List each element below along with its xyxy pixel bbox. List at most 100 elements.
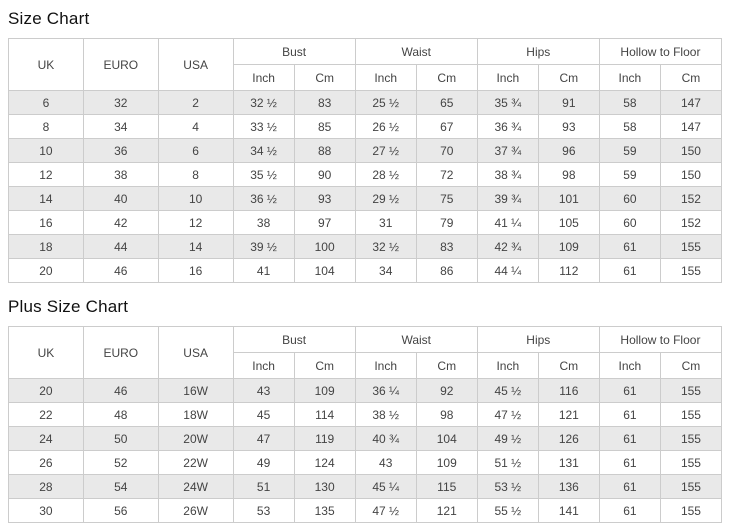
size-cell: 141 [537,498,600,523]
size-cell: 53 [232,498,295,523]
size-cell: 67 [415,114,478,139]
unit-header: Cm [415,64,478,91]
header-row-units: Inch Cm Inch Cm Inch Cm Inch Cm [9,352,723,379]
group-header: Bust [232,38,356,65]
size-cell: 121 [537,402,600,427]
size-cell: 24 [8,426,84,451]
table-body: 6 32 2 32 ½ 83 25 ½ 65 35 ¾ 91 58 147 8 34 4 33 ½ 85 26 … [8,90,723,283]
table-row: 12 38 8 35 ½ 90 28 ½ 72 38 ¾ 98 59 150 [8,162,723,187]
size-cell: 10 [157,186,234,211]
size-cell: 34 [354,258,417,283]
group-header: Hollow to Floor [598,38,723,65]
size-cell: 6 [8,90,84,115]
size-cell: 52 [82,450,159,475]
size-cell: 105 [537,210,600,235]
size-cell: 24W [157,474,234,499]
size-cell: 98 [537,162,600,187]
table-row: 16 42 12 38 97 31 79 41 ¼ 105 60 152 [8,210,723,235]
size-cell: 83 [415,234,478,259]
size-cell: 37 ¾ [476,138,539,163]
size-cell: 155 [659,426,723,451]
size-cell: 20W [157,426,234,451]
table-row: 22 48 18W 45 114 38 ½ 98 47 ½ 121 61 155 [8,402,723,427]
unit-header: Inch [354,352,417,379]
size-cell: 47 ½ [354,498,417,523]
size-cell: 20 [8,258,84,283]
size-cell: 36 ¾ [476,114,539,139]
size-cell: 147 [659,90,723,115]
size-cell: 58 [598,114,661,139]
size-cell: 104 [415,426,478,451]
unit-header: Inch [598,352,661,379]
size-cell: 38 ¾ [476,162,539,187]
column-header: EURO [82,38,159,91]
group-header: Hips [476,38,600,65]
table-row: 8 34 4 33 ½ 85 26 ½ 67 36 ¾ 93 58 147 [8,114,723,139]
size-cell: 48 [82,402,159,427]
size-cell: 155 [659,450,723,475]
unit-header: Cm [415,352,478,379]
size-cell: 65 [415,90,478,115]
size-cell: 6 [157,138,234,163]
size-cell: 40 [82,186,159,211]
size-cell: 18W [157,402,234,427]
size-cell: 150 [659,138,723,163]
unit-header: Cm [293,64,356,91]
size-cell: 147 [659,114,723,139]
size-cell: 45 ½ [476,378,539,403]
size-chart-table: UK EURO USA Bust Waist Hips Hollow to Floor Inc… [8,38,723,283]
unit-header: Inch [232,64,295,91]
size-cell: 93 [293,186,356,211]
size-cell: 155 [659,498,723,523]
size-cell: 47 [232,426,295,451]
size-cell: 28 [8,474,84,499]
table-row: 10 36 6 34 ½ 88 27 ½ 70 37 ¾ 96 59 150 [8,138,723,163]
size-cell: 109 [293,378,356,403]
size-cell: 61 [598,426,661,451]
table-row: 26 52 22W 49 124 43 109 51 ½ 131 61 155 [8,450,723,475]
size-cell: 27 ½ [354,138,417,163]
size-cell: 45 [232,402,295,427]
size-chart-section: Size Chart UK EURO USA Bust Waist Hips Hollow … [8,2,723,283]
size-cell: 38 [232,210,295,235]
size-cell: 155 [659,474,723,499]
size-cell: 155 [659,378,723,403]
size-cell: 51 [232,474,295,499]
size-cell: 109 [415,450,478,475]
size-cell: 90 [293,162,356,187]
size-cell: 28 ½ [354,162,417,187]
size-cell: 12 [157,210,234,235]
size-cell: 92 [415,378,478,403]
size-cell: 2 [157,90,234,115]
header-row-units: Inch Cm Inch Cm Inch Cm Inch Cm [9,64,723,91]
group-header: Waist [354,38,478,65]
size-cell: 88 [293,138,356,163]
header-row-groups: UK EURO USA Bust Waist Hips Hollow to Floor [8,326,723,379]
size-cell: 26W [157,498,234,523]
unit-header: Cm [537,64,600,91]
size-cell: 43 [232,378,295,403]
size-cell: 49 [232,450,295,475]
size-cell: 56 [82,498,159,523]
size-cell: 38 [82,162,159,187]
size-cell: 79 [415,210,478,235]
column-header: UK [8,326,84,379]
table-row: 20 46 16W 43 109 36 ¼ 92 45 ½ 116 61 155 [8,378,723,403]
size-cell: 30 [8,498,84,523]
size-cell: 39 ½ [232,234,295,259]
size-cell: 44 ¼ [476,258,539,283]
unit-header: Inch [476,64,539,91]
size-cell: 152 [659,186,723,211]
size-cell: 32 ½ [232,90,295,115]
size-cell: 83 [293,90,356,115]
unit-header: Inch [354,64,417,91]
size-cell: 61 [598,258,661,283]
size-cell: 61 [598,378,661,403]
plus-size-chart-table: UK EURO USA Bust Waist Hips Hollow to Floor Inc… [8,326,723,523]
size-cell: 116 [537,378,600,403]
size-cell: 61 [598,402,661,427]
size-cell: 91 [537,90,600,115]
size-cell: 59 [598,162,661,187]
group-header: Bust [232,326,356,353]
size-cell: 32 [82,90,159,115]
